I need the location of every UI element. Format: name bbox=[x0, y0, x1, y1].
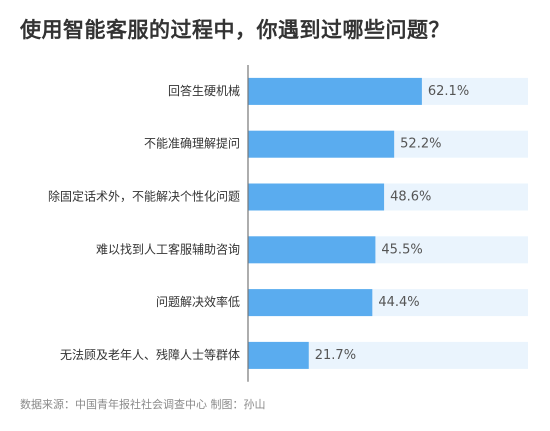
bar bbox=[248, 130, 395, 158]
value-label: 21.7% bbox=[315, 348, 356, 363]
value-label: 52.2% bbox=[400, 137, 441, 152]
source-note: 数据来源：中国青年报社社会调查中心 制图：孙山 bbox=[20, 398, 266, 411]
chart-title: 使用智能客服的过程中，你遇到过哪些问题？ bbox=[20, 18, 450, 42]
category-label: 不能准确理解提问 bbox=[144, 136, 240, 151]
value-label: 45.5% bbox=[381, 242, 422, 257]
value-label: 48.6% bbox=[390, 190, 431, 205]
bar bbox=[248, 183, 385, 211]
category-label: 问题解决效率低 bbox=[156, 294, 240, 309]
value-label: 62.1% bbox=[428, 84, 469, 99]
category-label: 除固定话术外，不能解决个性化问题 bbox=[48, 189, 240, 204]
category-label: 无法顾及老年人、残障人士等群体 bbox=[60, 347, 240, 362]
value-label: 44.4% bbox=[378, 295, 419, 310]
bar bbox=[248, 289, 373, 317]
category-label: 回答生硬机械 bbox=[168, 83, 240, 98]
bar bbox=[248, 77, 422, 105]
category-label: 难以找到人工客服辅助咨询 bbox=[96, 241, 240, 256]
bar bbox=[248, 236, 376, 264]
bar bbox=[248, 341, 309, 369]
